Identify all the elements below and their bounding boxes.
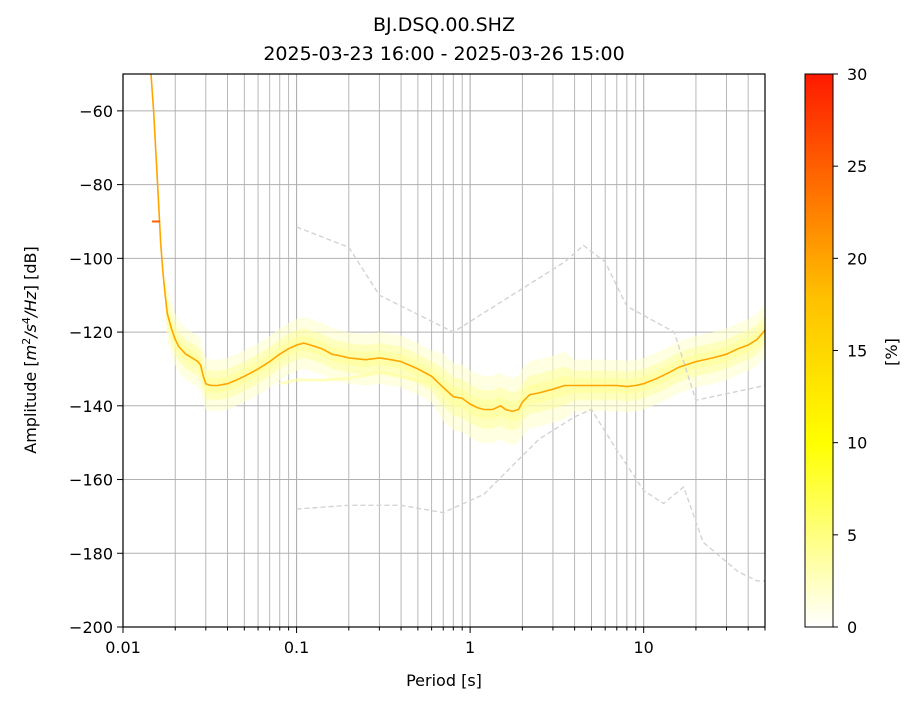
density-secondary-trace xyxy=(279,371,454,393)
noise-models xyxy=(296,226,765,582)
x-axis-label: Period [s] xyxy=(406,671,482,690)
y-tick-label: −160 xyxy=(69,471,113,490)
density-band-polygon xyxy=(165,280,765,431)
y-axis-ticks: −60 −80 −100 −120 −140 −160 −180 −200 xyxy=(69,102,123,637)
density-band-polygon xyxy=(165,269,765,445)
y-tick-label: −180 xyxy=(69,544,113,563)
plot-area xyxy=(123,74,765,627)
colorbar-tick-label: 20 xyxy=(847,249,867,268)
y-tick-label: −200 xyxy=(69,618,113,637)
colorbar-label: [%] xyxy=(882,338,901,366)
chart-title: BJ.DSQ.00.SHZ xyxy=(373,14,515,36)
x-tick-label: 10 xyxy=(634,638,654,657)
colorbar-tick-label: 0 xyxy=(847,618,857,637)
colorbar-tick-label: 25 xyxy=(847,157,867,176)
y-tick-label: −120 xyxy=(69,323,113,342)
density-band-polygon xyxy=(165,287,765,421)
chart-subtitle: 2025-03-23 16:00 - 2025-03-26 15:00 xyxy=(263,43,624,65)
x-axis-ticks: 0.01 0.1 1 10 xyxy=(105,627,766,657)
y-tick-label: −100 xyxy=(69,249,113,268)
x-tick-label: 0.01 xyxy=(105,638,141,657)
plot-frame xyxy=(122,73,766,628)
x-tick-label: 0.1 xyxy=(284,638,309,657)
colorbar xyxy=(804,73,834,628)
y-axis-label: Amplitude [m2/s4/Hz] [dB] xyxy=(20,246,40,453)
colorbar-tick-label: 15 xyxy=(847,342,867,361)
mode-line xyxy=(150,74,765,413)
nhnm-line xyxy=(296,226,765,402)
nlnm-line xyxy=(296,408,765,582)
y-tick-label: −60 xyxy=(79,102,113,121)
colorbar-ticks: 0 5 10 15 20 25 30 xyxy=(833,65,867,637)
colorbar-tick-label: 5 xyxy=(847,526,857,545)
density-band xyxy=(165,269,765,445)
y-tick-label: −140 xyxy=(69,397,113,416)
x-tick-label: 1 xyxy=(465,638,475,657)
colorbar-tick-label: 30 xyxy=(847,65,867,84)
data-series xyxy=(150,74,765,413)
y-tick-label: −80 xyxy=(79,176,113,195)
colorbar-tick-label: 10 xyxy=(847,434,867,453)
